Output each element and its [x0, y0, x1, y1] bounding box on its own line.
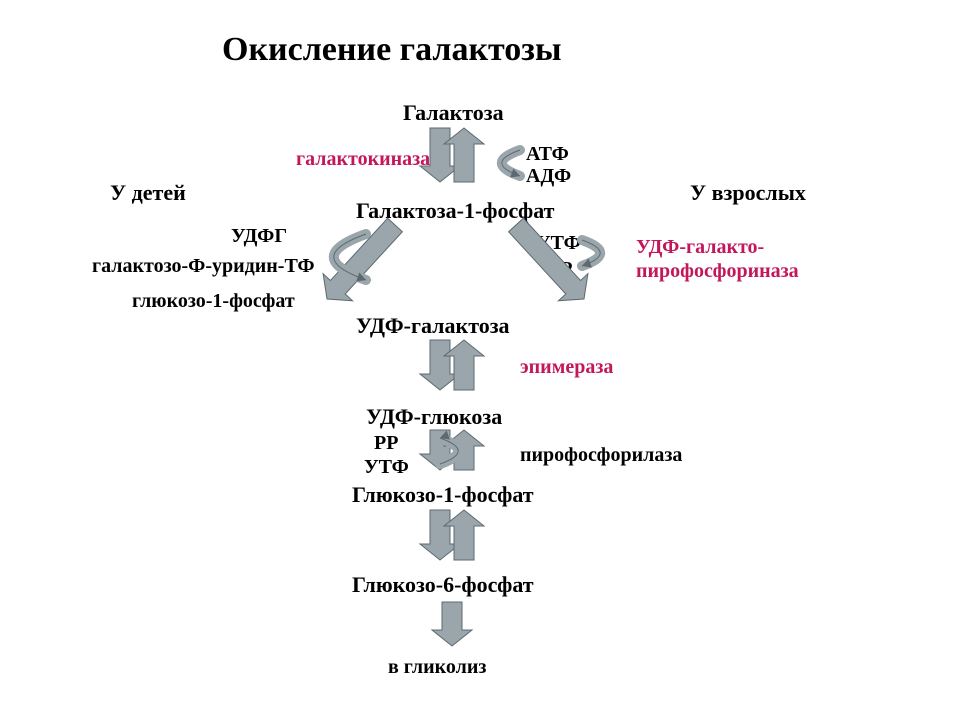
diagram-canvas: { "title": { "text": "Окисление галактоз… [0, 0, 960, 720]
arrows-layer [0, 0, 960, 720]
